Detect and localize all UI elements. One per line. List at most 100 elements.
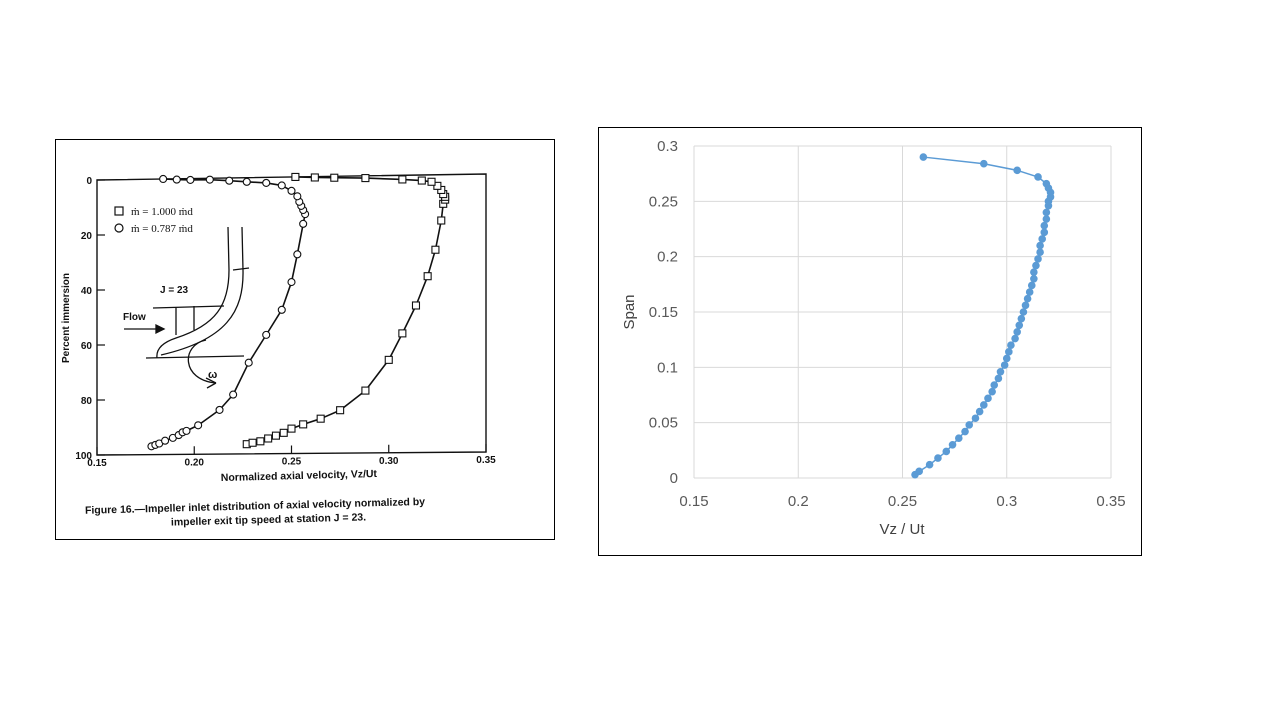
legend-series-2: ṁ = 0.787 ṁd — [131, 223, 193, 235]
inset-omega-label: ω — [208, 369, 217, 381]
left-circle-point — [242, 177, 251, 186]
right-data-point — [980, 159, 988, 168]
right-series-line — [914, 156, 1052, 476]
inset-station-line — [232, 267, 250, 271]
right-data-point — [1042, 208, 1051, 217]
right-x-tick-label: 0.2 — [788, 493, 809, 510]
right-data-point — [988, 387, 996, 396]
right-gridlines — [693, 145, 1112, 479]
right-data-point — [1017, 314, 1026, 323]
left-y-axis-title: Percent immersion — [61, 273, 72, 363]
left-series-1-curve — [246, 176, 446, 445]
left-square-point — [316, 414, 325, 423]
left-square-point — [271, 431, 280, 440]
right-data-point — [1005, 348, 1013, 356]
left-square-point — [361, 174, 370, 183]
left-y-tick-label: 40 — [81, 286, 93, 297]
left-y-tick-label: 20 — [81, 231, 93, 242]
left-square-point — [423, 272, 432, 281]
left-square-point — [299, 420, 308, 429]
left-circle-point — [215, 405, 224, 414]
right-data-point — [1034, 255, 1042, 263]
left-marks — [147, 172, 450, 451]
left-circle-point — [262, 330, 271, 339]
left-circle-point — [161, 436, 170, 445]
left-square-point — [361, 386, 370, 395]
left-square-point — [398, 175, 407, 184]
left-circle-point — [287, 278, 296, 287]
left-square-point — [336, 406, 345, 415]
right-data-point — [919, 153, 928, 161]
left-square-point — [330, 173, 339, 182]
right-data-point — [1015, 321, 1024, 330]
right-tick-labels: 0 0.05 0.1 0.15 0.2 0.25 0.3 0.15 0.2 0.25 0.3 0.35 — [649, 138, 1126, 510]
right-data-point — [975, 407, 984, 416]
left-y-tick-label: 100 — [75, 451, 92, 462]
left-circle-point — [277, 305, 286, 314]
left-square-point — [433, 181, 442, 190]
right-data-point — [1021, 301, 1030, 310]
right-series-points — [911, 153, 1055, 479]
right-data-point — [1040, 221, 1049, 230]
scanned-figure-panel: 0 20 40 60 80 100 0.15 0.20 0.25 0.30 0.35 ṁ = 1.0… — [55, 139, 555, 540]
left-x-tick-label: 0.15 — [87, 458, 107, 469]
inset-station-label: J = 23 — [160, 285, 189, 296]
right-data-point — [984, 394, 992, 403]
right-data-point — [1000, 361, 1009, 369]
excel-chart: 0 0.05 0.1 0.15 0.2 0.25 0.3 0.15 0.2 0.25 0.3 0.35… — [621, 138, 1126, 538]
legend-square-symbol — [114, 206, 124, 216]
right-x-tick-label: 0.15 — [679, 493, 708, 510]
inset-flow-label: Flow — [123, 312, 146, 323]
left-square-point — [256, 437, 265, 446]
right-x-tick-label: 0.25 — [888, 493, 917, 510]
legend-circle-symbol — [114, 223, 124, 233]
left-x-tick-label: 0.20 — [185, 457, 205, 468]
right-data-point — [1013, 328, 1021, 336]
left-x-tick-label: 0.30 — [379, 456, 399, 467]
left-square-point — [264, 434, 273, 443]
right-y-axis-title: Span — [621, 294, 638, 329]
left-y-tick-label: 80 — [81, 396, 93, 407]
right-data-point — [1038, 235, 1046, 243]
right-data-point — [1011, 334, 1019, 343]
right-data-point — [996, 367, 1005, 376]
inset-flow-line — [152, 305, 225, 309]
left-circle-point — [293, 192, 302, 201]
left-x-tick-label: 0.35 — [476, 455, 496, 466]
right-data-point — [1019, 308, 1028, 316]
right-x-tick-label: 0.3 — [996, 493, 1017, 510]
left-circle-point — [205, 175, 214, 184]
right-data-point — [961, 427, 969, 436]
left-x-axis-title: Normalized axial velocity, Vz/Ut — [221, 468, 378, 484]
right-y-tick-label: 0.2 — [657, 249, 678, 266]
excel-chart-panel: 0 0.05 0.1 0.15 0.2 0.25 0.3 0.15 0.2 0.25 0.3 0.35… — [598, 127, 1142, 556]
left-x-tick-label: 0.25 — [282, 457, 302, 468]
left-circle-point — [225, 176, 234, 185]
right-data-point — [971, 414, 980, 423]
left-square-point — [248, 438, 257, 447]
inset-schematic — [124, 226, 250, 389]
right-data-point — [948, 441, 957, 449]
right-data-point — [1002, 354, 1011, 363]
left-circle-point — [159, 174, 168, 184]
right-data-point — [915, 467, 923, 476]
right-data-point — [1030, 268, 1038, 276]
inset-flow-arrowhead — [155, 323, 166, 335]
right-y-tick-label: 0.05 — [649, 415, 678, 432]
right-data-point — [1036, 241, 1044, 250]
right-data-point — [990, 381, 999, 389]
left-circle-point — [182, 426, 191, 435]
right-data-point — [1025, 288, 1034, 296]
left-legend: ṁ = 1.000 ṁd ṁ = 0.787 ṁd — [114, 206, 193, 235]
left-square-point — [279, 428, 288, 437]
left-circle-point — [229, 390, 238, 399]
left-square-point — [287, 424, 296, 433]
left-circle-point — [172, 175, 181, 184]
figure-caption-line2: impeller exit tip speed at station J = 2… — [171, 511, 367, 528]
right-data-point — [954, 434, 963, 442]
left-square-point — [427, 177, 436, 186]
inset-rotation-arrowhead — [205, 377, 217, 389]
right-data-point — [1013, 166, 1021, 175]
legend-series-1: ṁ = 1.000 ṁd — [131, 206, 193, 218]
